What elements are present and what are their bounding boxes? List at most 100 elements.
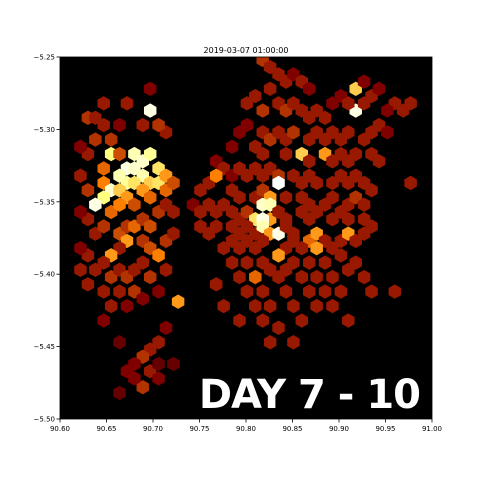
hexbin-cell	[225, 255, 239, 270]
hexbin-cell	[113, 197, 126, 212]
hexbin-cell	[303, 255, 316, 270]
hexbin-cell	[167, 204, 180, 220]
hexbin-cell	[303, 284, 316, 299]
hexbin-cell	[381, 125, 394, 140]
hexbin-cell	[113, 284, 126, 299]
hexbin-cell	[272, 248, 285, 263]
hexbin-cell	[104, 132, 118, 147]
y-axis-ticks: −5.25 −5.30 −5.35 −5.40 −5.45 −5.50	[34, 54, 60, 424]
y-tick-label: −5.45	[34, 343, 55, 351]
hexbin-cell	[263, 81, 277, 97]
hexbin-cell	[113, 146, 126, 162]
hexbin-cell	[318, 255, 332, 270]
y-tick-label: −5.40	[34, 271, 55, 279]
hexbin-cell	[310, 175, 323, 191]
hexbin-cell	[295, 240, 309, 256]
hexbin-cell	[159, 320, 173, 335]
x-tick-label: 90.85	[282, 425, 302, 433]
hexbin-cell	[240, 284, 254, 299]
hexbin-cell	[152, 284, 165, 299]
hexbin-cell	[272, 320, 285, 335]
hexbin-cell	[167, 175, 180, 191]
hexbin-cell	[81, 183, 95, 198]
hexbin-cell	[334, 248, 348, 263]
hexbin-cell	[143, 269, 157, 285]
hexbin-cell	[404, 96, 417, 111]
y-tick-label: −5.30	[34, 126, 55, 134]
hexbin-cell	[310, 298, 323, 314]
hexbin-cell	[287, 335, 300, 350]
hexbin-cell	[143, 146, 157, 162]
hexbin-cell	[74, 168, 87, 183]
hexbin-cell	[97, 161, 110, 176]
hexbin-cell	[342, 96, 355, 111]
hexbin-cell	[143, 219, 157, 234]
day-range-overlay: DAY 7 - 10	[199, 372, 420, 418]
hexbin-cell	[303, 154, 316, 169]
y-tick-label: −5.50	[34, 416, 55, 424]
hexbin-cell	[89, 262, 102, 278]
hexbin-cell	[295, 313, 309, 328]
hexbin-cell	[194, 183, 207, 198]
hexbin-cell	[318, 284, 332, 299]
x-tick-label: 90.80	[236, 425, 256, 433]
hexbin-cell	[388, 284, 402, 299]
x-tick-label: 90.65	[96, 425, 116, 433]
hexbin-cell	[167, 356, 180, 372]
hexbin-cell	[74, 240, 87, 256]
hexbin-cell	[120, 298, 134, 314]
hexbin-cell	[74, 204, 87, 220]
hexbin-cell	[120, 364, 134, 379]
hexbin-cell	[279, 146, 293, 162]
hexbin-cells	[74, 57, 417, 401]
hexbin-cell	[326, 269, 339, 285]
hexbin-cell	[357, 74, 371, 89]
hexbin-cell	[81, 277, 95, 292]
hexbin-cell	[233, 125, 246, 140]
hexbin-cell	[128, 197, 141, 212]
hexbin-cell	[233, 269, 246, 285]
hexbin-cell	[310, 269, 323, 285]
hexbin-cell	[349, 255, 362, 270]
hexbin-cell	[74, 139, 87, 154]
hexbin-cell	[113, 385, 126, 401]
hexbin-cell	[97, 219, 110, 234]
hexbin-cell	[404, 175, 417, 191]
hexbin-cell	[97, 96, 110, 111]
x-tick-label: 91.00	[422, 425, 442, 433]
chart-title: 2019-03-07 01:00:00	[204, 46, 289, 55]
hexbin-cell	[210, 277, 223, 292]
hexbin-cell	[287, 255, 300, 270]
x-tick-label: 90.75	[189, 425, 209, 433]
y-tick-label: −5.35	[34, 198, 55, 206]
hexbin-cell	[256, 103, 269, 118]
hexbin-cell	[256, 233, 269, 249]
hexbin-cell	[372, 154, 386, 169]
hexbin-cell	[334, 284, 348, 299]
hexbin-cell	[89, 132, 102, 147]
hexbin-cell	[225, 139, 239, 154]
hexbin-cell	[113, 335, 126, 350]
hexbin-cell	[357, 226, 371, 241]
hexbin-cell	[342, 125, 355, 140]
x-axis-ticks: 90.60 90.65 90.70 90.75 90.80 90.85 90.90 90.95…	[50, 419, 442, 433]
x-tick-label: 90.95	[375, 425, 395, 433]
hexbin-cell	[89, 110, 102, 126]
hexbin-cell	[303, 81, 316, 97]
hexbin-cell	[272, 269, 285, 285]
hexbin-cell	[136, 255, 150, 270]
hexbin-cell	[357, 197, 371, 212]
hexbin-cell	[365, 284, 378, 299]
hexbin-cell	[287, 125, 300, 140]
hexbin-cell	[152, 356, 165, 372]
hexbin-cell	[152, 117, 165, 133]
hexbin-cell	[143, 190, 157, 205]
hexbin-cell	[240, 96, 254, 111]
hexbin-cell	[279, 190, 293, 205]
y-tick-label: −5.25	[34, 54, 55, 62]
hexbin-cell	[97, 284, 110, 299]
hexbin-cell	[120, 96, 134, 111]
hexbin-cell	[310, 204, 323, 220]
hexbin-cell	[326, 190, 339, 205]
hexbin-cell	[342, 313, 355, 328]
